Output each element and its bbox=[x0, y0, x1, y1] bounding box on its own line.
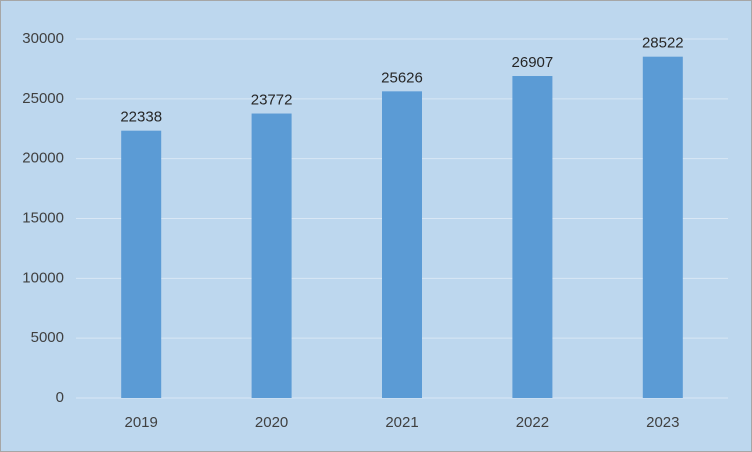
data-label: 25626 bbox=[381, 69, 423, 86]
bar bbox=[382, 91, 422, 399]
bar bbox=[512, 76, 553, 398]
data-label: 22338 bbox=[120, 109, 162, 126]
x-tick-label: 2022 bbox=[516, 414, 549, 431]
y-tick-label: 0 bbox=[56, 389, 64, 406]
data-label: 26907 bbox=[512, 54, 554, 71]
bar bbox=[642, 56, 683, 398]
bar bbox=[251, 113, 292, 399]
data-label: 28522 bbox=[642, 35, 684, 52]
data-label: 23772 bbox=[251, 91, 293, 108]
x-tick-label: 2020 bbox=[255, 414, 288, 431]
y-tick-label: 15000 bbox=[22, 209, 64, 226]
bar bbox=[121, 130, 162, 398]
x-tick-label: 2019 bbox=[125, 414, 158, 431]
y-tick-label: 30000 bbox=[22, 30, 64, 47]
x-tick-label: 2023 bbox=[646, 414, 679, 431]
y-tick-label: 25000 bbox=[22, 90, 64, 107]
x-tick-label: 2021 bbox=[385, 414, 418, 431]
y-tick-label: 20000 bbox=[22, 150, 64, 167]
y-tick-label: 5000 bbox=[31, 329, 64, 346]
y-tick-label: 10000 bbox=[22, 269, 64, 286]
